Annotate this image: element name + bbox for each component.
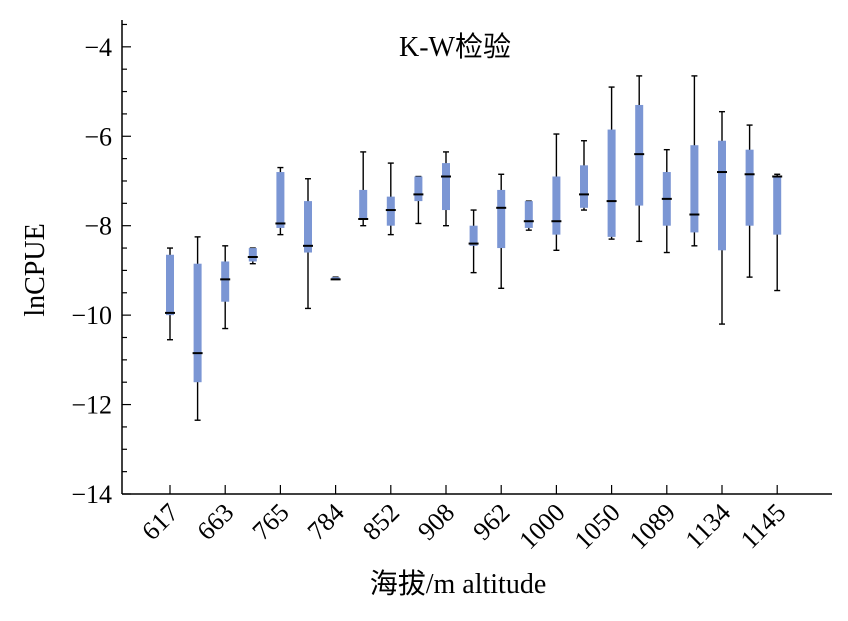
box-body xyxy=(469,225,478,246)
box-13 xyxy=(496,173,507,290)
box-body xyxy=(221,261,230,302)
x-tick-label: 765 xyxy=(247,498,295,546)
box-series xyxy=(165,75,783,421)
x-tick-label: 784 xyxy=(302,498,350,546)
x-tick-label: 962 xyxy=(467,498,515,546)
box-body xyxy=(414,176,423,202)
y-tick-label: −8 xyxy=(84,212,112,241)
box-body xyxy=(248,248,257,262)
box-body xyxy=(359,189,368,219)
box-17 xyxy=(606,86,617,240)
box-8 xyxy=(358,151,369,227)
box-21 xyxy=(717,110,727,325)
x-tick-label: 617 xyxy=(136,498,184,546)
y-tick-label: −14 xyxy=(71,480,112,509)
x-tick-label: 852 xyxy=(357,498,405,546)
box-5 xyxy=(275,166,286,236)
box-body xyxy=(193,263,202,383)
box-11 xyxy=(441,151,451,227)
box-body xyxy=(635,104,644,206)
axes: −14 −12 −10 −8 −6 −4 617 663 765 784 852 908 9621000… xyxy=(71,20,832,555)
x-tick-label: 1145 xyxy=(735,498,792,555)
x-tick-label: 1089 xyxy=(624,498,681,555)
box-2 xyxy=(192,236,203,421)
box-19 xyxy=(661,148,672,254)
x-tick-label: 1000 xyxy=(513,498,570,555)
box-15 xyxy=(551,133,562,251)
box-body xyxy=(304,201,312,253)
box-body xyxy=(276,172,285,228)
box-body xyxy=(690,145,699,233)
box-body xyxy=(745,149,754,226)
box-body xyxy=(552,176,561,235)
y-tick-label: −6 xyxy=(84,122,112,151)
box-body xyxy=(580,165,588,208)
box-body xyxy=(607,129,616,237)
box-3 xyxy=(220,245,231,330)
box-body xyxy=(497,189,506,249)
box-22 xyxy=(744,124,755,278)
box-body xyxy=(524,201,533,228)
box-body xyxy=(773,176,782,235)
box-body xyxy=(166,254,174,316)
chart-title: K-W检验 xyxy=(399,31,511,63)
x-tick-label: 1050 xyxy=(569,498,626,555)
box-9 xyxy=(385,162,396,236)
box-16 xyxy=(579,140,589,211)
y-tick-label: −4 xyxy=(84,33,112,62)
x-tick-label: 663 xyxy=(191,498,239,546)
y-axis-title: lnCPUE xyxy=(20,223,51,316)
y-tick-label: −12 xyxy=(71,391,112,420)
box-4 xyxy=(247,247,258,265)
box-10 xyxy=(413,175,424,225)
box-20 xyxy=(689,75,700,247)
box-7 xyxy=(330,276,341,281)
box-14 xyxy=(523,200,534,231)
box-body xyxy=(442,163,450,211)
box-body xyxy=(331,277,340,280)
x-tick-label: 908 xyxy=(412,498,460,546)
box-body xyxy=(718,140,726,251)
box-body xyxy=(386,196,395,226)
box-18 xyxy=(634,75,645,243)
box-23 xyxy=(772,173,783,292)
x-tick-label: 1134 xyxy=(680,498,737,555)
box-6 xyxy=(303,178,313,310)
x-axis-title: 海拔/m altitude xyxy=(370,568,547,600)
y-tick-label: −10 xyxy=(71,301,112,330)
box-1 xyxy=(165,247,175,341)
box-12 xyxy=(468,209,479,274)
